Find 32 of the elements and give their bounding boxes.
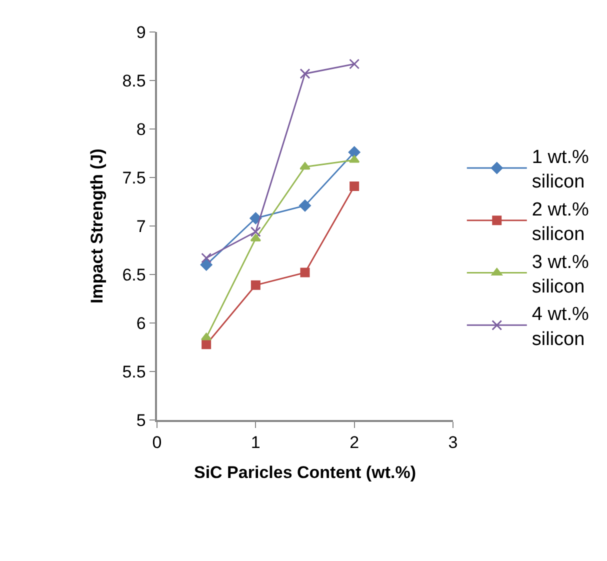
point (300, 162, 310, 170)
legend-label: 2 wt.% silicon (532, 199, 590, 246)
point (348, 146, 360, 158)
x-tick-label: 0 (152, 433, 162, 452)
point (202, 340, 212, 350)
y-tick-label: 5.5 (122, 362, 146, 382)
legend-label: 3 wt.% silicon (532, 252, 590, 298)
x-tick-label: 3 (448, 433, 458, 452)
y-tick-label: 8.5 (122, 71, 146, 90)
point (300, 268, 310, 278)
x-axis-title: SiC Paricles Content (wt.%) (194, 463, 416, 482)
y-tick-label: 6 (136, 314, 146, 333)
point (201, 252, 212, 264)
y-tick-label: 8 (136, 120, 146, 139)
point (200, 258, 212, 271)
point (350, 181, 360, 191)
x-tick-label: 2 (350, 433, 360, 452)
y-tick-label: 5 (136, 410, 146, 430)
x-tick-label: 1 (250, 433, 260, 452)
y-axis-title: Impact Strength (J) (87, 148, 106, 304)
point (250, 226, 261, 238)
point (250, 212, 262, 224)
legend-label: 4 wt.% silicon (532, 304, 590, 350)
point (299, 200, 311, 212)
point (300, 68, 310, 79)
legend-label: 1 wt.% silicon (532, 147, 590, 193)
y-tick-label: 9 (136, 22, 146, 42)
point (349, 58, 360, 70)
y-tick-label: 7 (136, 216, 146, 236)
y-tick-label: 7.5 (122, 168, 146, 188)
y-tick-label: 6.5 (122, 265, 146, 284)
point (250, 280, 260, 290)
